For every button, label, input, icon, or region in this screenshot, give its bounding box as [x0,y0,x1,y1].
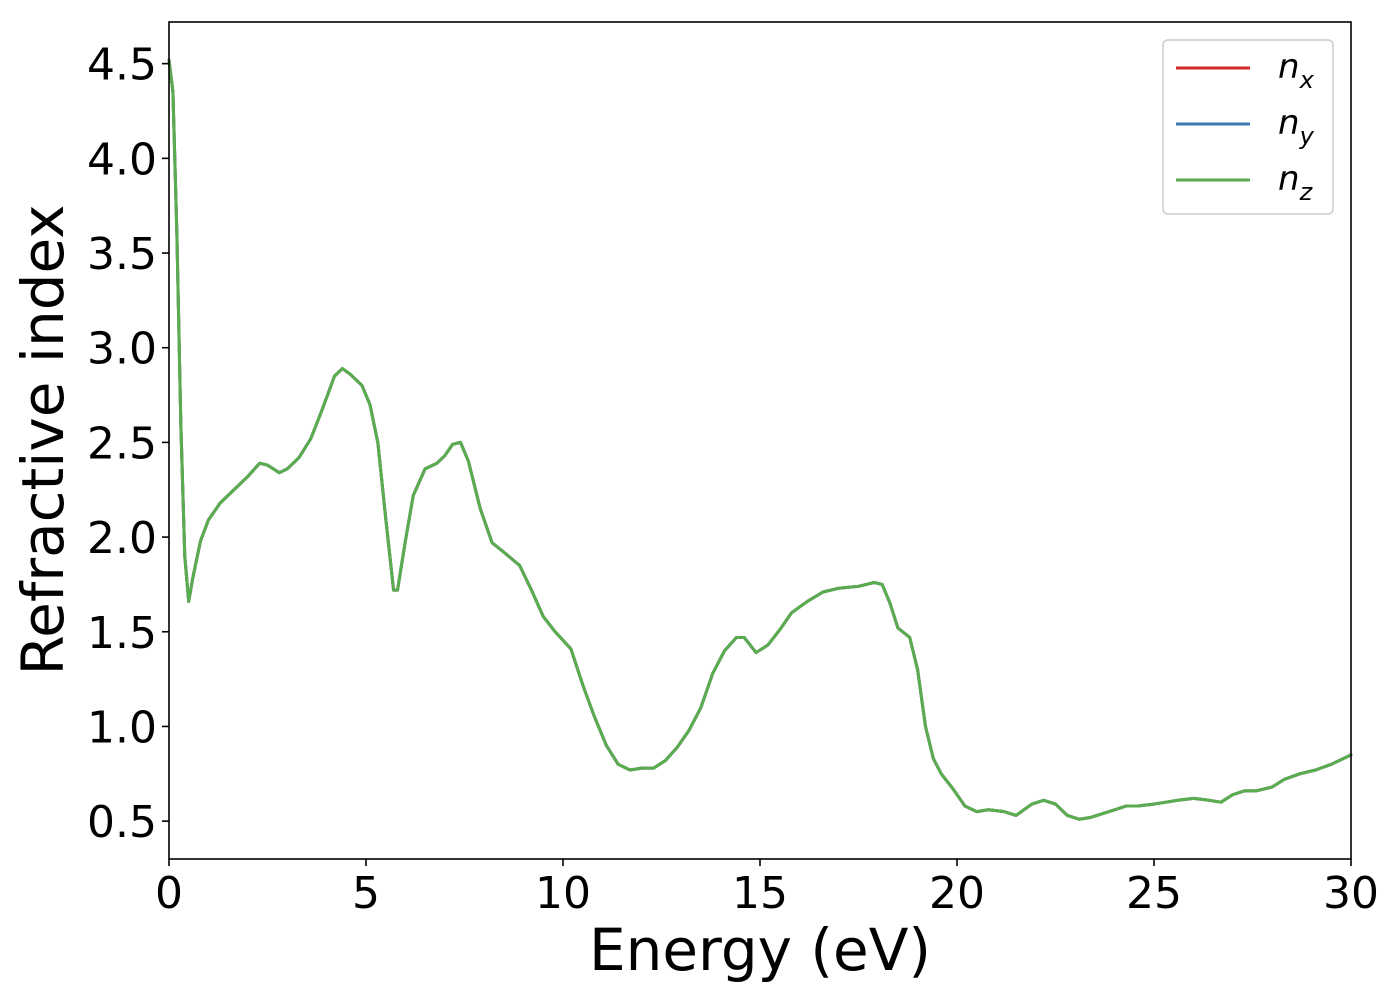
legend-label-nx: nx [1278,47,1315,94]
plot-background [169,22,1351,859]
y-tick-label: 2.5 [87,418,157,469]
x-tick-label: 15 [732,868,788,919]
series-line-nz [167,58,1353,821]
x-axis: 0 5 10 15 20 25 30 [155,859,1379,919]
x-tick-label: 25 [1126,868,1182,919]
legend: nx ny nz [1162,39,1334,215]
y-tick-label: 1.5 [87,608,157,659]
legend-label-ny: ny [1278,103,1315,150]
x-tick-label: 10 [535,868,591,919]
x-tick-label: 0 [155,868,183,919]
y-tick-label: 3.0 [87,324,157,375]
series-layer [167,58,1353,821]
legend-label-nz: nz [1278,159,1314,206]
x-axis-label: Energy (eV) [589,916,931,984]
x-tick-label: 30 [1323,868,1379,919]
legend-frame [1162,39,1334,215]
y-tick-label: 2.0 [87,513,157,564]
y-tick-label: 4.5 [87,40,157,91]
y-tick-label: 1.0 [87,702,157,753]
y-tick-label: 3.5 [87,229,157,280]
y-axis: 0.5 1.0 1.5 2.0 2.5 3.0 3.5 4.0 4.5 [87,40,169,848]
y-tick-label: 4.0 [87,134,157,185]
x-tick-label: 20 [929,868,985,919]
x-tick-label: 5 [352,868,380,919]
y-axis-label: Refractive index [9,204,77,675]
y-tick-label: 0.5 [87,797,157,848]
